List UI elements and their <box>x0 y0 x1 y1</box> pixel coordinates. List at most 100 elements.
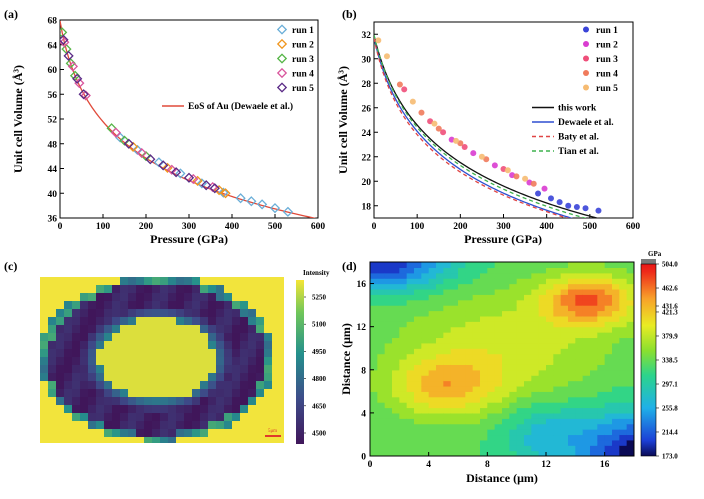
pressure-cell <box>406 375 415 382</box>
intensity-pixel <box>88 349 96 357</box>
pressure-cell <box>612 262 620 268</box>
pressure-cell <box>428 305 437 312</box>
pressure-cell <box>524 305 532 312</box>
pressure-cell <box>399 348 408 355</box>
pressure-cell <box>604 434 613 441</box>
pressure-cell <box>450 391 459 398</box>
intensity-pixel <box>120 341 128 349</box>
pressure-cell <box>502 299 510 306</box>
pressure-cell <box>377 450 386 456</box>
intensity-pixel <box>208 373 216 381</box>
data-point <box>461 143 468 150</box>
intensity-pixel <box>112 317 120 325</box>
intensity-pixel <box>184 357 192 365</box>
pressure-cell <box>428 412 437 419</box>
intensity-pixel <box>240 325 248 333</box>
pressure-cell <box>604 283 613 290</box>
intensity-pixel <box>216 421 224 429</box>
intensity-pixel <box>40 357 48 365</box>
data-point <box>213 185 225 196</box>
intensity-pixel <box>40 349 48 357</box>
pressure-cell <box>604 294 613 301</box>
pressure-cell <box>516 299 525 306</box>
data-point <box>218 187 229 198</box>
pressure-cell <box>443 348 452 355</box>
pressure-cell <box>472 262 481 268</box>
intensity-pixel <box>88 325 96 333</box>
pressure-cell <box>465 278 474 285</box>
pressure-cell <box>612 272 620 279</box>
data-point <box>435 125 442 132</box>
pressure-cell <box>487 380 496 387</box>
pressure-cell <box>399 364 408 371</box>
pressure-cell <box>604 288 613 295</box>
pressure-cell <box>560 342 569 349</box>
pressure-cell <box>516 396 525 403</box>
pressure-cell <box>612 342 620 349</box>
intensity-pixel <box>184 397 192 405</box>
pressure-cell <box>384 299 393 306</box>
pressure-cell <box>436 326 444 333</box>
x-tick-label: 8 <box>485 460 490 470</box>
intensity-pixel <box>200 373 208 381</box>
pressure-cell <box>370 272 378 279</box>
pressure-cell <box>384 321 393 328</box>
pressure-cell <box>421 342 430 349</box>
pressure-cell <box>428 321 437 328</box>
pressure-cell <box>612 359 620 365</box>
pressure-cell <box>531 423 540 430</box>
pressure-cell <box>619 375 628 382</box>
panel-c-scalebar <box>265 435 281 437</box>
intensity-pixel <box>136 373 144 381</box>
pressure-cell <box>436 450 444 456</box>
colorbar-tick-label: 4500 <box>312 430 327 438</box>
pressure-cell <box>538 342 547 349</box>
pressure-cell <box>582 359 591 365</box>
pressure-cell <box>465 364 474 371</box>
pressure-cell <box>626 429 634 436</box>
pressure-cell <box>436 283 444 290</box>
pressure-cell <box>575 272 584 279</box>
pressure-cell <box>575 375 584 382</box>
pressure-cell <box>450 402 459 409</box>
pressure-cell <box>509 380 518 387</box>
pressure-cell <box>538 353 547 360</box>
intensity-pixel <box>152 421 160 429</box>
pressure-cell <box>399 267 408 274</box>
pressure-cell <box>538 272 547 279</box>
pressure-cell <box>399 332 408 339</box>
pressure-cell <box>590 407 598 414</box>
intensity-pixel <box>232 309 240 317</box>
pressure-cell <box>392 359 400 365</box>
intensity-pixel <box>128 381 136 389</box>
pressure-cell <box>626 267 634 274</box>
data-point <box>110 127 122 138</box>
pressure-cell <box>597 418 606 425</box>
intensity-pixel <box>192 413 200 421</box>
pressure-cell <box>502 439 510 446</box>
pressure-cell <box>450 434 459 441</box>
intensity-pixel <box>88 317 96 325</box>
pressure-cell <box>524 299 532 306</box>
pressure-cell <box>414 407 422 414</box>
y-tick-label: 16 <box>357 280 367 290</box>
pressure-cell <box>524 288 532 295</box>
pressure-cell <box>399 283 408 290</box>
pressure-cell <box>612 364 620 371</box>
pressure-cell <box>553 429 562 436</box>
data-point <box>547 195 554 202</box>
pressure-cell <box>370 310 378 317</box>
pressure-cell <box>590 423 598 430</box>
intensity-pixel <box>80 333 88 341</box>
legend-marker <box>583 55 589 62</box>
pressure-cell <box>568 385 576 392</box>
pressure-cell <box>575 348 584 355</box>
intensity-pixel <box>224 293 232 301</box>
pressure-cell <box>502 369 510 376</box>
pressure-cell <box>472 445 481 452</box>
intensity-pixel <box>168 421 176 429</box>
pressure-cell <box>450 288 459 295</box>
pressure-cell <box>597 305 606 312</box>
pressure-cell <box>421 380 430 387</box>
pressure-cell <box>480 348 488 355</box>
